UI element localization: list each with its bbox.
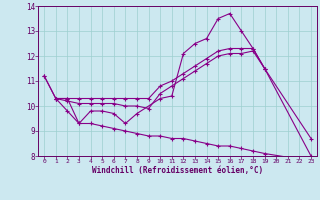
X-axis label: Windchill (Refroidissement éolien,°C): Windchill (Refroidissement éolien,°C): [92, 166, 263, 175]
